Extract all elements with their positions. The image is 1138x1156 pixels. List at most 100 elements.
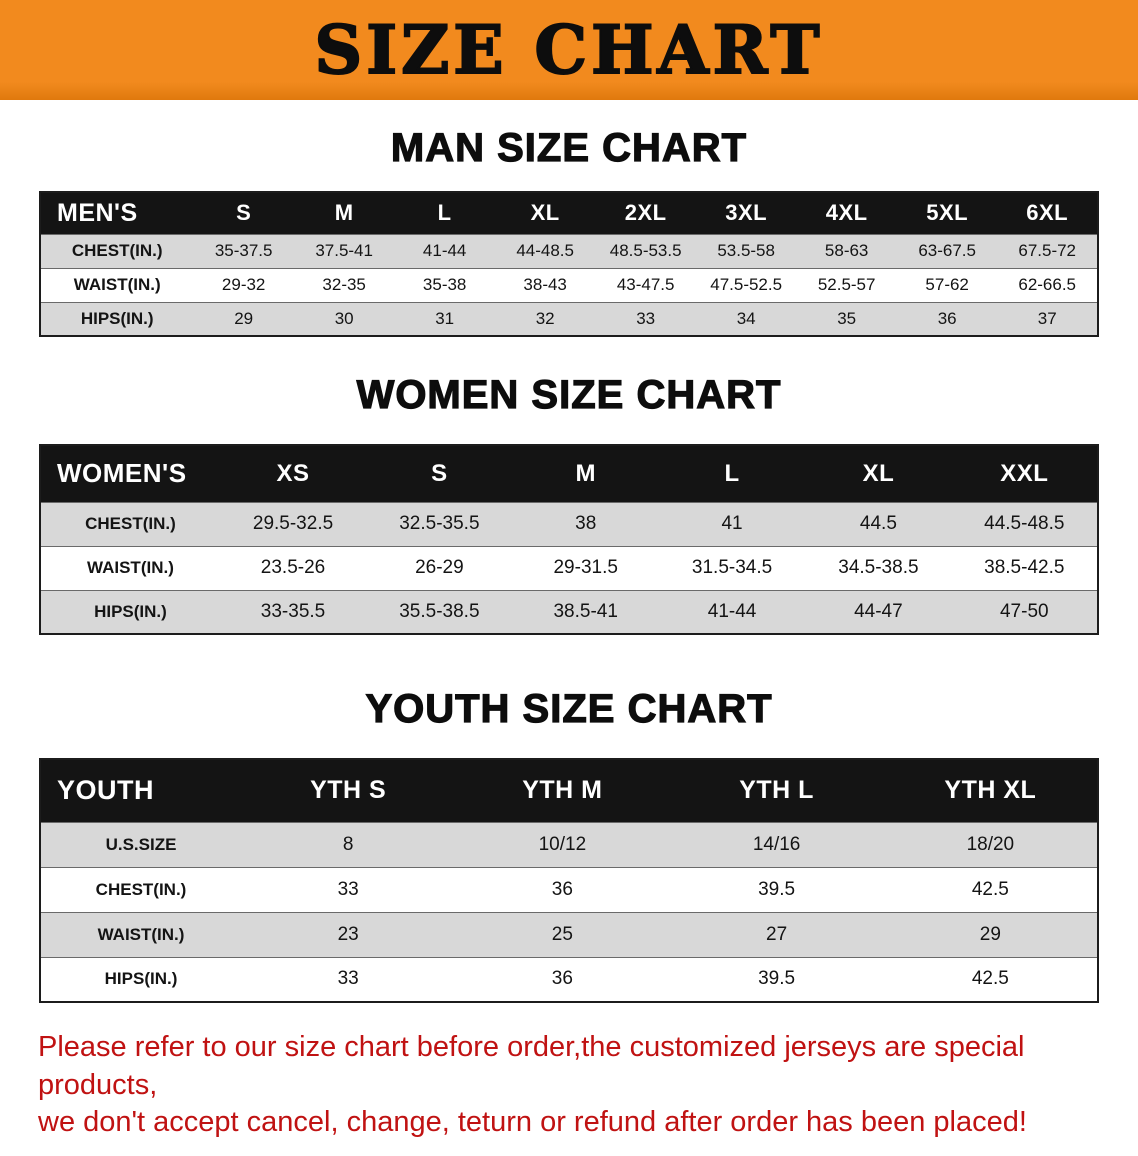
youth-size-column-header: YTH M [455, 759, 670, 822]
women-size-column-header: XXL [951, 445, 1098, 502]
size-value: 23 [241, 911, 456, 957]
men-size-column-header: 2XL [595, 192, 696, 234]
size-value: 57-62 [896, 267, 998, 302]
youth-table-header-row: YOUTH YTH S YTH M YTH L YTH XL [40, 759, 1098, 822]
size-value: 39.5 [669, 866, 884, 912]
table-row: WAIST(IN.) 23.5-26 26-29 29-31.5 31.5-34.5 34… [40, 545, 1098, 590]
men-size-column-header: L [394, 192, 495, 234]
size-value: 67.5-72 [997, 233, 1098, 268]
men-section-heading: MAN SIZE CHART [390, 125, 748, 170]
size-value: 41-44 [658, 589, 806, 634]
size-value: 41 [658, 501, 806, 546]
size-value: 23.5-26 [219, 545, 367, 590]
table-row: HIPS(IN.) 29 30 31 32 33 34 35 36 37 [40, 301, 1098, 336]
women-size-table: WOMEN'S XS S M L XL XXL CHEST(IN.) 29.5-32.5 32.5… [39, 444, 1099, 635]
table-row: WAIST(IN.) 29-32 32-35 35-38 38-43 43-47.5 47.… [40, 267, 1098, 302]
women-table-title: WOMEN'S [40, 445, 220, 502]
size-value: 36 [455, 956, 670, 1002]
men-table-header-row: MEN'S S M L XL 2XL 3XL 4XL 5XL 6XL [40, 192, 1098, 234]
size-value: 35-38 [394, 267, 495, 302]
size-value: 38.5-41 [512, 589, 659, 634]
size-value: 42.5 [883, 956, 1098, 1002]
size-value: 29.5-32.5 [219, 501, 367, 546]
men-size-table: MEN'S S M L XL 2XL 3XL 4XL 5XL 6XL CHEST(IN.) 35-37… [39, 191, 1099, 337]
size-value: 35.5-38.5 [366, 589, 513, 634]
size-value: 33 [595, 301, 696, 336]
men-table-title: MEN'S [40, 192, 194, 234]
table-row: CHEST(IN.) 33 36 39.5 42.5 [40, 866, 1098, 912]
youth-size-column-header: YTH S [241, 759, 456, 822]
size-value: 44-48.5 [494, 233, 596, 268]
men-size-chart-section: MAN SIZE CHART MEN'S S M L XL 2XL 3XL 4XL 5XL 6XL C… [0, 125, 1138, 337]
size-value: 34 [695, 301, 797, 336]
row-label: CHEST(IN.) [40, 233, 194, 268]
row-label: WAIST(IN.) [40, 267, 194, 302]
size-value: 47-50 [951, 589, 1098, 634]
size-value: 52.5-57 [796, 267, 897, 302]
table-row: U.S.SIZE 8 10/12 14/16 18/20 [40, 821, 1098, 867]
size-value: 36 [455, 866, 670, 912]
size-value: 39.5 [669, 956, 884, 1002]
size-value: 33 [241, 956, 456, 1002]
charts-container: MAN SIZE CHART MEN'S S M L XL 2XL 3XL 4XL 5XL 6XL C… [0, 125, 1138, 1003]
row-label: WAIST(IN.) [40, 911, 242, 957]
size-value: 31.5-34.5 [658, 545, 806, 590]
size-value: 33-35.5 [219, 589, 367, 634]
youth-size-table: YOUTH YTH S YTH M YTH L YTH XL U.S.SIZE 8 10/12… [39, 758, 1099, 1003]
youth-section-heading: YOUTH SIZE CHART [365, 686, 773, 731]
row-label: HIPS(IN.) [40, 589, 220, 634]
size-value: 43-47.5 [595, 267, 696, 302]
youth-size-column-header: YTH L [669, 759, 884, 822]
size-value: 32.5-35.5 [366, 501, 513, 546]
banner: SIZE CHART [0, 0, 1138, 100]
size-value: 29-32 [193, 267, 294, 302]
youth-size-chart-section: YOUTH SIZE CHART YOUTH YTH S YTH M YTH L YTH … [0, 686, 1138, 1003]
size-value: 38-43 [494, 267, 596, 302]
size-value: 38 [512, 501, 659, 546]
size-value: 27 [669, 911, 884, 957]
size-value: 37 [997, 301, 1098, 336]
men-size-column-header: 5XL [896, 192, 998, 234]
size-value: 8 [241, 821, 456, 867]
size-value: 44.5-48.5 [951, 501, 1098, 546]
men-size-column-header: M [293, 192, 395, 234]
size-value: 32 [494, 301, 596, 336]
size-value: 48.5-53.5 [595, 233, 696, 268]
women-size-column-header: S [366, 445, 513, 502]
size-value: 42.5 [883, 866, 1098, 912]
men-size-column-header: XL [494, 192, 596, 234]
table-row: WAIST(IN.) 23 25 27 29 [40, 911, 1098, 957]
size-value: 29-31.5 [512, 545, 659, 590]
women-size-column-header: XS [219, 445, 367, 502]
size-value: 36 [896, 301, 998, 336]
size-value: 44.5 [805, 501, 952, 546]
size-value: 38.5-42.5 [951, 545, 1098, 590]
size-value: 63-67.5 [896, 233, 998, 268]
size-value: 62-66.5 [997, 267, 1098, 302]
size-value: 37.5-41 [293, 233, 395, 268]
women-size-column-header: XL [805, 445, 952, 502]
disclaimer-notice: Please refer to our size chart before or… [0, 1029, 1138, 1156]
size-value: 32-35 [293, 267, 395, 302]
row-label: CHEST(IN.) [40, 866, 242, 912]
row-label: HIPS(IN.) [40, 301, 194, 336]
table-row: CHEST(IN.) 35-37.5 37.5-41 41-44 44-48.5 48.5… [40, 233, 1098, 268]
women-size-chart-section: WOMEN SIZE CHART WOMEN'S XS S M L XL XXL CHEST(I… [0, 372, 1138, 635]
size-value: 47.5-52.5 [695, 267, 797, 302]
row-label: U.S.SIZE [40, 821, 242, 867]
men-size-column-header: 4XL [796, 192, 897, 234]
disclaimer-line-2: we don't accept cancel, change, teturn o… [38, 1106, 1027, 1139]
size-value: 35 [796, 301, 897, 336]
women-section-heading: WOMEN SIZE CHART [356, 372, 782, 417]
size-value: 34.5-38.5 [805, 545, 952, 590]
youth-table-title: YOUTH [40, 759, 242, 822]
size-value: 14/16 [669, 821, 884, 867]
size-value: 41-44 [394, 233, 495, 268]
size-value: 29 [193, 301, 294, 336]
men-size-column-header: S [193, 192, 294, 234]
size-value: 29 [883, 911, 1098, 957]
size-value: 31 [394, 301, 495, 336]
row-label: WAIST(IN.) [40, 545, 220, 590]
women-size-column-header: M [512, 445, 659, 502]
